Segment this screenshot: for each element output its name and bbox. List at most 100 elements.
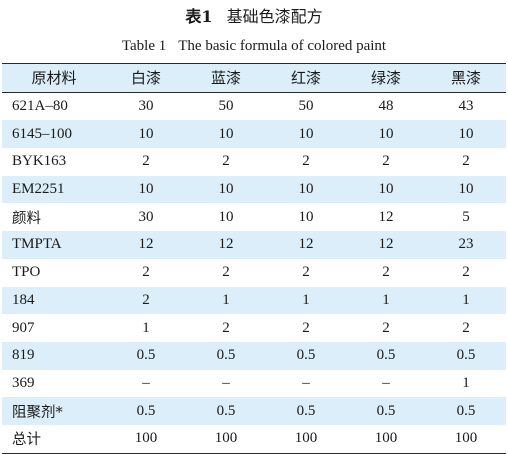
white-paint-value-cell: 0.5 [106,397,186,425]
blue-paint-value-cell: 1 [186,286,266,315]
green-paint-value-cell: 48 [378,98,394,115]
material-name-cell: 819 [2,341,106,370]
table-row: 621A–80 30 50 50 48 43 [2,92,506,120]
table-title-cn: 基础色漆配方 [226,7,323,26]
material-name-cell: 阻聚剂* [2,397,106,425]
column-header-material: 原材料 [2,63,106,93]
red-paint-value-cell: 12 [266,231,346,259]
column-header-blue-paint: 蓝漆 [186,63,266,93]
material-name-cell: BYK163 [12,153,67,170]
table-row: 819 0.5 0.5 0.5 0.5 0.5 [2,341,506,370]
green-paint-value-cell: 10 [346,120,426,149]
green-paint-value-cell: 1 [346,286,426,315]
black-paint-value-cell: 0.5 [426,341,506,370]
white-paint-value-cell: 1 [142,319,150,336]
white-paint-value-cell: 2 [106,286,186,315]
table-row: 184 2 1 1 1 1 [2,286,506,315]
black-paint-value-cell: 100 [454,430,478,447]
blue-paint-value-cell: 10 [218,208,234,225]
red-paint-value-cell: 2 [302,153,310,170]
black-paint-value-cell: 2 [462,264,470,281]
table-row: TMPTA 12 12 12 12 23 [2,231,506,259]
column-header-black-paint: 黑漆 [426,63,506,93]
formula-table: 原材料 白漆 蓝漆 红漆 绿漆 黑漆 621A–80 30 50 50 48 43 6145… [2,63,506,454]
blue-paint-value-cell: 0.5 [186,397,266,425]
white-paint-value-cell: 30 [138,98,154,115]
blue-paint-value-cell: 10 [186,120,266,149]
black-paint-value-cell: 10 [426,120,506,149]
material-name-cell: 总计 [12,432,41,449]
white-paint-value-cell: 10 [106,175,186,204]
material-name-cell: 369 [12,374,35,391]
blue-paint-value-cell: 12 [186,231,266,259]
black-paint-value-cell: 43 [458,98,474,115]
red-paint-value-cell: 10 [266,175,346,204]
green-paint-value-cell: 100 [374,430,398,447]
white-paint-value-cell: 30 [138,208,154,225]
black-paint-value-cell: 2 [462,153,470,170]
red-paint-value-cell: 1 [266,286,346,315]
table-row: 6145–100 10 10 10 10 10 [2,120,506,149]
blue-paint-value-cell: 10 [186,175,266,204]
black-paint-value-cell: 2 [462,319,470,336]
red-paint-value-cell: 10 [266,120,346,149]
material-name-cell: TMPTA [2,231,106,259]
white-paint-value-cell: 2 [142,153,150,170]
material-name-cell: TPO [12,264,41,281]
black-paint-value-cell: 0.5 [426,397,506,425]
blue-paint-value-cell: – [222,374,230,391]
table-number-cn: 表1 [185,7,213,26]
white-paint-value-cell: – [142,374,150,391]
black-paint-value-cell: 5 [462,208,470,225]
black-paint-value-cell: 1 [462,374,470,391]
red-paint-value-cell: 100 [294,430,318,447]
table-row: 颜料 30 10 10 12 5 [2,203,506,231]
green-paint-value-cell: 0.5 [346,397,426,425]
table-row: TPO 2 2 2 2 2 [2,259,506,287]
green-paint-value-cell: 2 [382,153,390,170]
white-paint-value-cell: 0.5 [106,341,186,370]
table-row: 369 – – – – 1 [2,370,506,398]
white-paint-value-cell: 2 [142,264,150,281]
green-paint-value-cell: 10 [346,175,426,204]
table-row: EM2251 10 10 10 10 10 [2,175,506,204]
table-row: 总计 100 100 100 100 100 [2,425,506,453]
red-paint-value-cell: – [302,374,310,391]
table-caption-english: Table 1 The basic formula of colored pain… [0,35,508,57]
blue-paint-value-cell: 2 [222,153,230,170]
green-paint-value-cell: 2 [382,264,390,281]
black-paint-value-cell: 10 [426,175,506,204]
table-row: 907 1 2 2 2 2 [2,314,506,342]
material-name-cell: 621A–80 [12,98,68,115]
table-header-row: 原材料 白漆 蓝漆 红漆 绿漆 黑漆 [2,63,506,93]
white-paint-value-cell: 10 [106,120,186,149]
table-row: 阻聚剂* 0.5 0.5 0.5 0.5 0.5 [2,397,506,425]
blue-paint-value-cell: 2 [222,264,230,281]
red-paint-value-cell: 2 [302,264,310,281]
red-paint-value-cell: 10 [298,208,314,225]
table-title-en: The basic formula of colored paint [178,38,387,54]
black-paint-value-cell: 23 [426,231,506,259]
blue-paint-value-cell: 50 [218,98,234,115]
green-paint-value-cell: 0.5 [346,341,426,370]
material-name-cell: EM2251 [2,175,106,204]
column-header-green-paint: 绿漆 [346,63,426,93]
table-number-en: Table 1 [121,38,167,54]
green-paint-value-cell: – [382,374,390,391]
red-paint-value-cell: 0.5 [266,341,346,370]
green-paint-value-cell: 2 [382,319,390,336]
material-name-cell: 颜料 [12,210,41,227]
red-paint-value-cell: 2 [302,319,310,336]
blue-paint-value-cell: 100 [214,430,238,447]
material-name-cell: 184 [2,286,106,315]
white-paint-value-cell: 100 [134,430,158,447]
red-paint-value-cell: 0.5 [266,397,346,425]
column-header-red-paint: 红漆 [266,63,346,93]
table-row: BYK163 2 2 2 2 2 [2,148,506,176]
blue-paint-value-cell: 2 [222,319,230,336]
green-paint-value-cell: 12 [346,231,426,259]
blue-paint-value-cell: 0.5 [186,341,266,370]
material-name-cell: 6145–100 [2,120,106,149]
black-paint-value-cell: 1 [426,286,506,315]
red-paint-value-cell: 50 [298,98,314,115]
